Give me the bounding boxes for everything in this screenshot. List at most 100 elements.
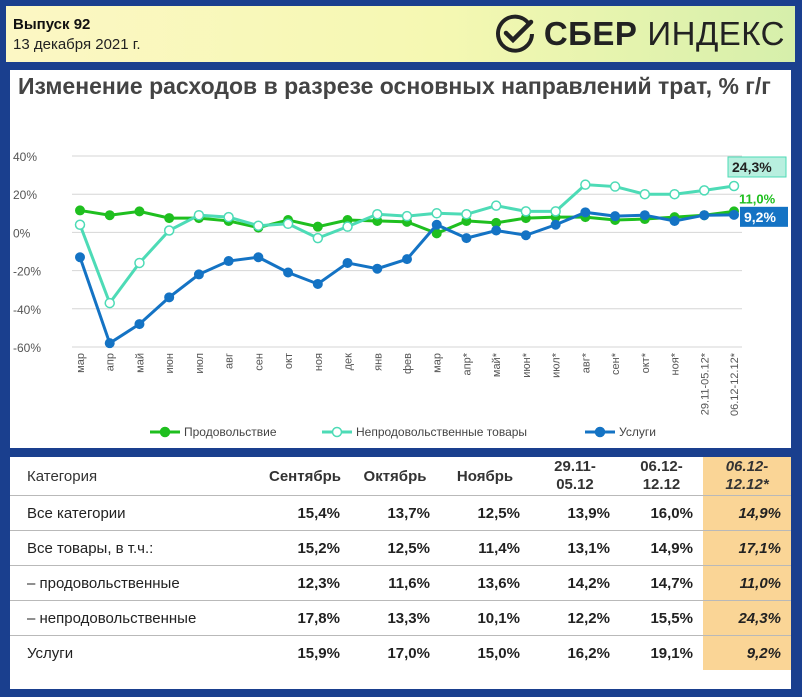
data-point bbox=[223, 211, 234, 223]
header-bar: Выпуск 92 13 декабря 2021 г. СБЕР ИНДЕКС bbox=[6, 6, 795, 62]
data-point bbox=[729, 209, 739, 220]
x-tick-label: июн* bbox=[521, 352, 533, 377]
x-tick-label: апр bbox=[105, 353, 117, 371]
x-tick-label: сен* bbox=[610, 352, 622, 375]
x-tick-label: июн bbox=[164, 353, 176, 373]
table-row: Все товары, в т.ч.: 15,2% 12,5% 11,4% 13,1% 1… bbox=[10, 530, 791, 566]
end-label-food: 11,0% bbox=[739, 191, 776, 206]
y-tick-label: 0% bbox=[13, 226, 31, 240]
line-chart: 40% 20% 0% -20% -40% -60% мар апр май июн июл авг се… bbox=[13, 150, 788, 439]
column-header: Категория bbox=[27, 467, 98, 485]
data-point bbox=[728, 180, 740, 192]
data-point bbox=[431, 219, 442, 230]
issue-date: 13 декабря 2021 г. bbox=[13, 36, 141, 53]
legend-label: Непродовольственные товары bbox=[356, 425, 527, 439]
data-point bbox=[104, 338, 115, 349]
x-tick-label: апр* bbox=[461, 352, 473, 375]
data-point bbox=[520, 230, 531, 241]
data-point bbox=[164, 213, 175, 224]
data-point bbox=[253, 220, 264, 231]
table-cell: 12,2% bbox=[530, 600, 620, 636]
table-cell: 12,5% bbox=[440, 495, 530, 531]
legend-label: Услуги bbox=[619, 425, 656, 439]
y-tick-label: -20% bbox=[13, 265, 41, 279]
table-cell: 15,2% bbox=[260, 530, 350, 566]
column-header: Ноябрь bbox=[456, 467, 514, 485]
table-cell: 14,9% bbox=[703, 495, 791, 531]
data-point bbox=[401, 210, 413, 222]
legend-marker bbox=[331, 426, 343, 438]
data-point bbox=[134, 206, 145, 217]
y-tick-label: -40% bbox=[13, 303, 41, 317]
data-point bbox=[550, 219, 561, 230]
sber-checkmark-icon bbox=[495, 14, 534, 53]
data-point bbox=[580, 179, 591, 190]
data-point bbox=[372, 263, 383, 274]
x-tick-label: 06.12-12.12* bbox=[729, 352, 741, 416]
data-point bbox=[75, 252, 85, 263]
data-point bbox=[134, 257, 145, 269]
data-point bbox=[520, 206, 532, 217]
end-label-services-box bbox=[740, 206, 788, 227]
table-cell: 16,2% bbox=[530, 635, 620, 670]
data-point bbox=[104, 297, 115, 309]
table-cell: 12,3% bbox=[260, 565, 350, 601]
data-point bbox=[580, 207, 591, 218]
row-category: – непродовольственные bbox=[10, 600, 260, 636]
x-tick-label: янв bbox=[372, 353, 384, 371]
data-point bbox=[610, 211, 621, 222]
data-point bbox=[74, 219, 86, 231]
table-row: – непродовольственные 17,8% 13,3% 10,1% 12,2… bbox=[10, 600, 791, 636]
x-tick-label: авг bbox=[224, 353, 236, 369]
legend-marker bbox=[159, 426, 171, 438]
table-cell: 15,5% bbox=[620, 600, 703, 636]
y-tick-label: 20% bbox=[13, 188, 37, 202]
data-point bbox=[283, 267, 294, 278]
table-cell: 10,1% bbox=[440, 600, 530, 636]
table-cell: 13,9% bbox=[530, 495, 620, 531]
column-header: 06.12- 12.12 bbox=[640, 458, 683, 493]
chart-panel: 40% 20% 0% -20% -40% -60% мар апр май июн июл авг се… bbox=[10, 70, 791, 448]
data-point bbox=[550, 206, 561, 217]
legend-label: Продовольствие bbox=[184, 425, 277, 439]
table-row: Все категории 15,4% 13,7% 12,5% 13,9% 16,0% 14… bbox=[10, 495, 791, 531]
column-header: 06.12- 12.12* bbox=[703, 457, 791, 496]
table-cell: 14,2% bbox=[530, 565, 620, 601]
table-cell: 14,9% bbox=[620, 530, 703, 566]
x-tick-label: авг* bbox=[580, 352, 592, 373]
data-point bbox=[669, 188, 680, 200]
table-cell: 19,1% bbox=[620, 635, 703, 670]
data-point bbox=[461, 209, 472, 220]
column-header: Октябрь bbox=[363, 467, 427, 485]
table-row: – продовольственные 12,3% 11,6% 13,6% 14,2% 1… bbox=[10, 565, 791, 601]
y-tick-label: 40% bbox=[13, 150, 37, 164]
data-point bbox=[372, 209, 383, 220]
table-cell: 11,0% bbox=[703, 565, 791, 601]
summary-table: Категория Сентябрь Октябрь Ноябрь 29.11-… bbox=[10, 457, 791, 670]
table-row: Услуги 15,9% 17,0% 15,0% 16,2% 19,1% 9,2% bbox=[10, 635, 791, 670]
data-point bbox=[282, 218, 294, 230]
data-point bbox=[639, 210, 650, 221]
end-label-services: 9,2% bbox=[744, 209, 776, 225]
table-cell: 13,3% bbox=[350, 600, 440, 636]
data-point bbox=[461, 233, 472, 244]
issue-number: Выпуск 92 bbox=[13, 16, 91, 33]
x-tick-label: мар bbox=[75, 353, 87, 373]
data-point bbox=[193, 209, 205, 221]
data-point bbox=[312, 232, 324, 244]
table-cell: 14,7% bbox=[620, 565, 703, 601]
table-cell: 17,0% bbox=[350, 635, 440, 670]
table-cell: 13,6% bbox=[440, 565, 530, 601]
table-cell: 17,8% bbox=[260, 600, 350, 636]
x-tick-label: мар bbox=[432, 353, 444, 373]
x-tick-label: дек bbox=[343, 353, 355, 371]
data-point bbox=[104, 210, 115, 221]
data-point bbox=[431, 208, 442, 219]
table-cell: 15,0% bbox=[440, 635, 530, 670]
x-tick-label: май* bbox=[491, 352, 503, 377]
data-point bbox=[490, 200, 502, 211]
logo-sber-text: СБЕР bbox=[543, 15, 638, 52]
data-point bbox=[253, 252, 264, 263]
row-category: Услуги bbox=[10, 635, 260, 670]
table-cell: 11,4% bbox=[440, 530, 530, 566]
